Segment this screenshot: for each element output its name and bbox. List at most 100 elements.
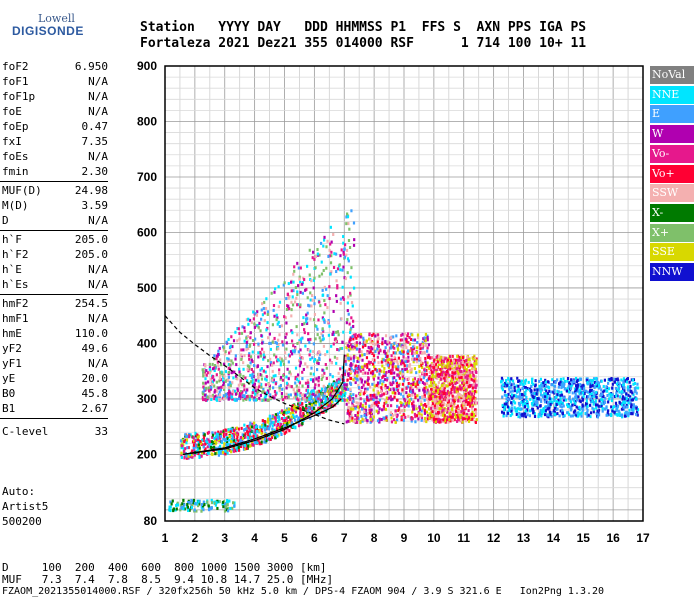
echo-point	[601, 398, 604, 402]
echo-point	[229, 430, 232, 434]
echo-point	[252, 310, 255, 314]
echo-point	[568, 381, 571, 385]
echo-point	[391, 414, 394, 418]
echo-point	[260, 308, 263, 312]
echo-point	[403, 332, 406, 336]
echo-point	[305, 313, 308, 317]
echo-point	[350, 209, 353, 213]
echo-point	[294, 425, 297, 429]
echo-point	[322, 238, 326, 242]
echo-point	[316, 327, 319, 331]
echo-point	[425, 420, 428, 424]
echo-point	[285, 341, 288, 345]
echo-point	[473, 359, 476, 363]
echo-point	[502, 411, 506, 415]
echo-point	[415, 360, 418, 364]
echo-point	[437, 363, 441, 367]
echo-point	[295, 296, 298, 300]
x-tick-label: 1	[162, 531, 169, 545]
echo-point	[597, 382, 601, 386]
echo-point	[589, 411, 593, 415]
echo-point	[442, 418, 445, 422]
echo-point	[404, 401, 408, 405]
echo-point	[340, 392, 343, 396]
echo-point	[632, 404, 635, 408]
echo-point	[242, 447, 246, 451]
echo-point	[619, 402, 622, 406]
echo-point	[615, 377, 618, 381]
echo-point	[542, 409, 545, 413]
echo-point	[416, 341, 419, 345]
echo-point	[413, 351, 416, 355]
echo-point	[446, 410, 449, 414]
echo-point	[610, 414, 613, 418]
echo-point	[318, 300, 321, 304]
echo-point	[467, 371, 470, 375]
echo-point	[261, 302, 264, 306]
echo-point	[550, 383, 553, 387]
echo-point	[332, 265, 336, 269]
param-name: foEs	[2, 150, 29, 163]
echo-point	[219, 393, 222, 397]
echo-point	[186, 501, 190, 505]
param-row: B1 2.67	[2, 402, 108, 416]
echo-point	[547, 386, 551, 390]
echo-point	[373, 395, 376, 399]
param-name: h`E	[2, 263, 22, 276]
echo-point	[544, 405, 548, 409]
echo-point	[503, 382, 506, 386]
echo-point	[571, 391, 574, 395]
echo-point	[278, 368, 281, 372]
echo-point	[424, 360, 427, 364]
echo-point	[310, 304, 313, 308]
echo-point	[335, 383, 338, 387]
echo-point	[579, 383, 582, 387]
echo-point	[423, 350, 426, 354]
echo-point	[345, 212, 349, 216]
echo-point	[279, 356, 282, 360]
echo-point	[208, 371, 212, 375]
echo-point	[214, 503, 217, 507]
echo-point	[192, 443, 196, 447]
echo-point	[460, 358, 463, 362]
echo-point	[216, 432, 219, 436]
echo-point	[357, 359, 360, 363]
echo-point	[415, 386, 419, 390]
echo-point	[183, 507, 186, 511]
echo-point	[245, 345, 248, 349]
echo-point	[406, 359, 409, 363]
echo-point	[421, 351, 424, 355]
echo-point	[528, 387, 532, 391]
echo-point	[537, 415, 540, 419]
echo-point	[314, 254, 317, 258]
echo-point	[339, 301, 342, 305]
echo-point	[527, 380, 530, 384]
echo-point	[597, 408, 601, 412]
echo-point	[275, 313, 278, 317]
echo-point	[248, 318, 252, 322]
echo-point	[235, 363, 238, 367]
echo-point	[334, 390, 337, 394]
echo-point	[578, 408, 581, 412]
echo-point	[171, 499, 174, 503]
echo-point	[608, 397, 611, 401]
echo-point	[449, 404, 452, 408]
param-value: 205.0	[74, 233, 108, 246]
echo-point	[632, 407, 635, 411]
echo-point	[260, 431, 263, 435]
echo-point	[291, 425, 295, 429]
echo-point	[317, 389, 321, 393]
echo-point	[265, 375, 268, 379]
echo-point	[307, 338, 310, 342]
echo-point	[401, 368, 404, 372]
echo-point	[250, 380, 253, 384]
echo-point	[377, 391, 380, 395]
echo-point	[395, 398, 399, 402]
param-row: hmF2 254.5	[2, 297, 108, 311]
echo-point	[362, 368, 365, 372]
echo-point	[244, 396, 247, 400]
echo-point	[201, 396, 204, 400]
echo-point	[296, 293, 299, 297]
echo-point	[233, 389, 237, 393]
echo-point	[345, 345, 348, 349]
